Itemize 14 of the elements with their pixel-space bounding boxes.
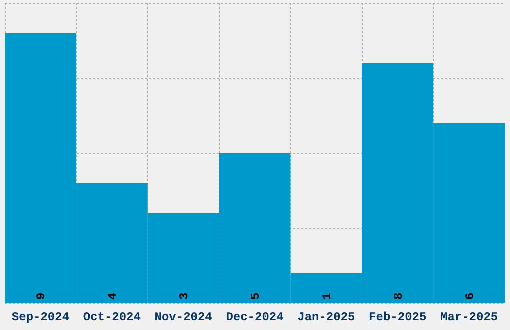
data-label: 4 xyxy=(106,292,120,300)
x-tick-label: Jan-2025 xyxy=(298,310,356,324)
x-tick-label: Sep-2024 xyxy=(12,310,70,324)
data-label: 9 xyxy=(34,292,49,300)
data-label: 5 xyxy=(249,292,263,300)
x-tick-label: Dec-2024 xyxy=(226,310,284,324)
data-label: 8 xyxy=(392,292,406,300)
data-label: 6 xyxy=(463,292,478,300)
data-label: 3 xyxy=(178,292,192,300)
data-label: 1 xyxy=(320,292,334,300)
x-tick-label: Nov-2024 xyxy=(154,310,212,324)
x-tick-label: Oct-2024 xyxy=(83,310,141,324)
x-tick-label: Feb-2025 xyxy=(369,310,427,324)
x-tick-label: Mar-2025 xyxy=(440,310,498,324)
